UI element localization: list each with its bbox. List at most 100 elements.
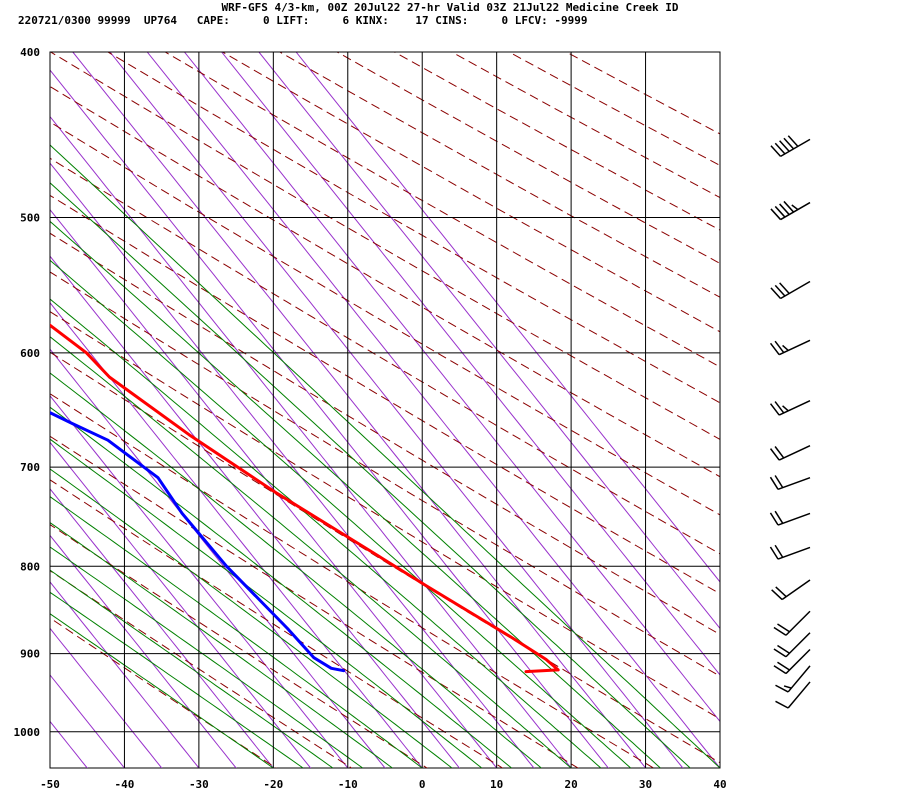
pressure-tick-label: 400 <box>20 46 40 59</box>
moist-adiabat-line <box>50 468 453 768</box>
wind-barb <box>771 579 811 601</box>
wind-barb-feather <box>779 203 790 216</box>
temperature-tick-label: 0 <box>419 778 426 791</box>
wind-barb <box>769 544 811 560</box>
wind-barb <box>770 200 811 221</box>
isotherm-line <box>50 255 461 768</box>
moist-adiabat-line <box>50 496 423 768</box>
moist-adiabat-line <box>50 336 572 768</box>
wind-barb-feather <box>769 448 780 461</box>
wind-barb-feather <box>770 145 782 157</box>
temperature-tick-label: -40 <box>115 778 135 791</box>
temperature-tick-label: 30 <box>639 778 652 791</box>
wind-barb-feather <box>782 405 789 412</box>
wind-barb <box>770 135 811 158</box>
isotherm-line <box>50 394 349 768</box>
isotherm-line <box>50 627 163 768</box>
wind-barb-feather <box>774 340 785 354</box>
wind-barb <box>770 280 811 300</box>
temperature-tick-label: 10 <box>490 778 503 791</box>
wind-barb-staff <box>785 648 811 675</box>
temperature-tick-label: 40 <box>713 778 726 791</box>
wind-barb-feather <box>783 200 795 213</box>
dry-adiabat-line <box>50 311 720 720</box>
wind-barb <box>769 400 811 416</box>
moist-adiabat-line <box>50 569 334 768</box>
wind-barb-feather <box>769 342 780 356</box>
wind-barb-staff <box>785 610 811 636</box>
wind-barb-feather <box>771 589 783 601</box>
moist-adiabat-line <box>50 220 661 768</box>
wind-barb-staff <box>787 665 811 693</box>
isotherm-line <box>50 674 126 768</box>
pressure-tick-label: 900 <box>20 648 40 661</box>
wind-barb <box>769 475 811 491</box>
dewpoint-line <box>50 411 346 673</box>
wind-barb-staff <box>781 579 811 601</box>
wind-barb <box>773 610 811 636</box>
temperature-tick-labels: -50 -40 -30 -20 -10 0 10 20 30 40 <box>40 778 727 791</box>
wind-barb <box>775 665 811 693</box>
moist-adiabat-line <box>50 521 393 768</box>
moist-adiabat-line <box>50 259 632 768</box>
pressure-tick-label: 700 <box>20 461 40 474</box>
wind-barb-staff <box>778 400 811 416</box>
isotherm-line <box>50 441 312 768</box>
wind-barb <box>769 510 811 526</box>
isotherm-line <box>50 69 609 768</box>
dry-adiabat-line <box>50 435 579 768</box>
pressure-tick-label: 1000 <box>14 726 41 739</box>
wind-barb-feather <box>783 685 792 689</box>
grid-lines <box>49 51 721 768</box>
wind-barb-feather <box>774 510 784 524</box>
wind-barb <box>769 444 811 461</box>
dry-adiabat-line <box>50 85 720 478</box>
wind-barb-staff <box>778 339 811 356</box>
wind-barb-feather <box>774 284 786 297</box>
wind-barb-feather <box>773 648 787 658</box>
isotherm-line <box>50 348 386 768</box>
wind-barb-staff <box>780 138 811 158</box>
wind-barb-feather <box>770 208 782 221</box>
isotherm-line <box>50 534 237 768</box>
wind-barb-staff <box>777 477 811 491</box>
wind-barb-feather <box>782 344 789 352</box>
isotherm-line <box>295 52 720 583</box>
temperature-line <box>50 323 560 674</box>
wind-barb-feather <box>791 204 799 211</box>
pressure-tick-label: 600 <box>20 347 40 360</box>
temperature-tick-label: 20 <box>564 778 577 791</box>
wind-barb-feather <box>774 142 786 155</box>
temperature-tick-label: -30 <box>189 778 209 791</box>
moist-adiabat-lines <box>50 144 720 768</box>
wind-barb-staff <box>777 512 811 526</box>
wind-barb-staff <box>780 280 811 300</box>
moist-adiabat-line <box>50 546 363 768</box>
wind-barb-staff <box>780 201 811 221</box>
moist-adiabat-line <box>50 613 274 768</box>
wind-barb-feather <box>777 661 790 671</box>
wind-barb-feather <box>770 287 782 299</box>
temperature-tick-label: -20 <box>263 778 283 791</box>
chart-title: WRF-GFS 4/3-km, 00Z 20Jul22 27-hr Valid … <box>221 1 679 14</box>
isotherm-line <box>183 52 720 723</box>
dry-adiabat-line <box>50 121 720 516</box>
moist-adiabat-line <box>50 144 720 768</box>
wind-barb-feather <box>779 140 790 152</box>
dry-adiabat-line <box>50 479 504 768</box>
moist-adiabat-line <box>50 406 512 768</box>
dry-adiabat-line <box>106 52 720 404</box>
wind-barb-staff <box>777 546 811 560</box>
wind-barb-feather <box>773 665 787 675</box>
isotherm-lines <box>50 52 720 768</box>
dry-adiabat-line <box>393 52 720 231</box>
wind-barb <box>773 648 811 675</box>
wind-barb-feather <box>769 403 780 416</box>
wind-barb <box>769 339 811 356</box>
temperature-tick-label: -10 <box>338 778 358 791</box>
temperature-tick-label: -50 <box>40 778 60 791</box>
wind-barb-feather <box>774 205 786 218</box>
wind-barb-feather <box>769 546 779 560</box>
isotherm-line <box>50 162 535 768</box>
wind-barb <box>773 632 811 658</box>
